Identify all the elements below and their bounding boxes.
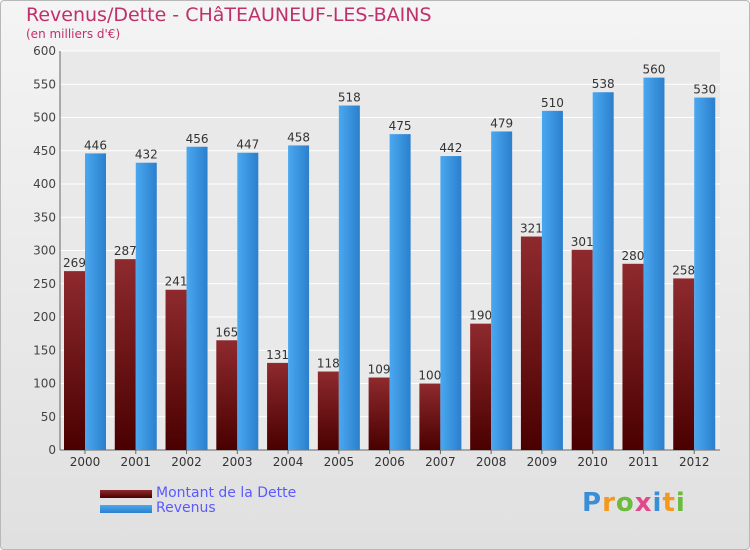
x-tick-label: 2001 (120, 455, 151, 469)
x-tick-label: 2009 (527, 455, 558, 469)
y-tick-label: 350 (33, 210, 56, 224)
bar-revenue (338, 105, 360, 450)
chart-title: Revenus/Dette - CHâTEAUNEUF-LES-BAINS (26, 4, 432, 26)
bar-revenue (440, 156, 462, 450)
bar-revenue (643, 77, 665, 450)
data-label-debt: 100 (418, 369, 441, 383)
bar-revenue (186, 146, 208, 450)
data-label-debt: 258 (672, 263, 695, 277)
legend-swatch-revenue (100, 504, 152, 513)
data-label-debt: 109 (368, 363, 391, 377)
data-label-debt: 131 (266, 348, 289, 362)
data-label-revenue: 530 (693, 83, 716, 97)
bar-revenue (389, 134, 411, 450)
bar-debt (114, 259, 136, 450)
legend-label-revenue: Revenus (156, 500, 216, 516)
bar-revenue (237, 152, 259, 450)
legend: Montant de la Dette Revenus (100, 486, 296, 516)
data-label-debt: 165 (215, 325, 238, 339)
x-tick-label: 2008 (476, 455, 507, 469)
y-tick-label: 300 (33, 244, 56, 258)
data-label-revenue: 538 (592, 77, 615, 91)
bar-revenue (592, 92, 614, 450)
data-label-revenue: 560 (643, 63, 666, 77)
bar-debt (368, 377, 390, 450)
legend-item-debt: Montant de la Dette (100, 486, 296, 501)
bar-debt (571, 249, 593, 450)
y-tick-label: 250 (33, 277, 56, 291)
y-tick-label: 200 (33, 310, 56, 324)
bar-debt (673, 278, 695, 450)
legend-label-debt: Montant de la Dette (156, 485, 297, 501)
bar-debt (520, 236, 542, 450)
y-tick-label: 600 (33, 44, 56, 58)
bar-debt (216, 340, 238, 450)
bar-debt (165, 289, 187, 450)
data-label-debt: 190 (469, 309, 492, 323)
chart-subtitle: (en milliers d'€) (26, 27, 121, 41)
bar-debt (317, 371, 339, 450)
x-tick-label: 2006 (374, 455, 405, 469)
data-label-revenue: 442 (439, 141, 462, 155)
y-tick-label: 500 (33, 111, 56, 125)
data-label-revenue: 479 (490, 116, 513, 130)
x-tick-label: 2011 (628, 455, 659, 469)
y-tick-label: 400 (33, 177, 56, 191)
bar-debt (419, 383, 441, 450)
data-label-debt: 280 (622, 249, 645, 263)
x-tick-label: 2005 (324, 455, 355, 469)
bar-revenue (694, 97, 716, 451)
bar-revenue (85, 153, 106, 450)
x-tick-label: 2003 (222, 455, 253, 469)
bar-revenue (135, 162, 157, 450)
data-label-revenue: 458 (287, 130, 310, 144)
data-label-debt: 241 (165, 275, 188, 289)
proxiti-logo: Proxiti (582, 488, 686, 518)
data-label-debt: 269 (63, 256, 86, 270)
bar-revenue (541, 110, 563, 450)
y-tick-label: 150 (33, 343, 56, 357)
x-tick-label: 2002 (171, 455, 202, 469)
y-tick-label: 50 (41, 410, 56, 424)
bar-debt (470, 323, 492, 450)
data-label-debt: 287 (114, 244, 137, 258)
data-label-debt: 301 (571, 235, 594, 249)
data-label-revenue: 446 (84, 138, 107, 152)
x-tick-label: 2004 (273, 455, 304, 469)
y-tick-label: 0 (48, 443, 56, 457)
data-label-debt: 321 (520, 222, 543, 236)
data-label-revenue: 447 (236, 138, 259, 152)
x-tick-label: 2012 (679, 455, 710, 469)
data-label-revenue: 518 (338, 91, 361, 105)
y-tick-label: 450 (33, 144, 56, 158)
bar-debt (622, 263, 644, 450)
bar-debt (267, 362, 289, 450)
bar-debt (64, 271, 85, 450)
data-label-debt: 118 (317, 357, 340, 371)
bar-revenue (288, 145, 310, 450)
legend-swatch-debt (100, 489, 152, 498)
y-tick-label: 550 (33, 77, 56, 91)
x-tick-label: 2000 (70, 455, 101, 469)
x-tick-label: 2010 (577, 455, 608, 469)
data-label-revenue: 475 (389, 119, 412, 133)
data-label-revenue: 510 (541, 96, 564, 110)
legend-item-revenue: Revenus (100, 501, 296, 516)
bar-revenue (491, 131, 513, 450)
data-label-revenue: 456 (186, 132, 209, 146)
data-label-revenue: 432 (135, 148, 158, 162)
y-tick-label: 100 (33, 377, 56, 391)
x-tick-label: 2007 (425, 455, 456, 469)
